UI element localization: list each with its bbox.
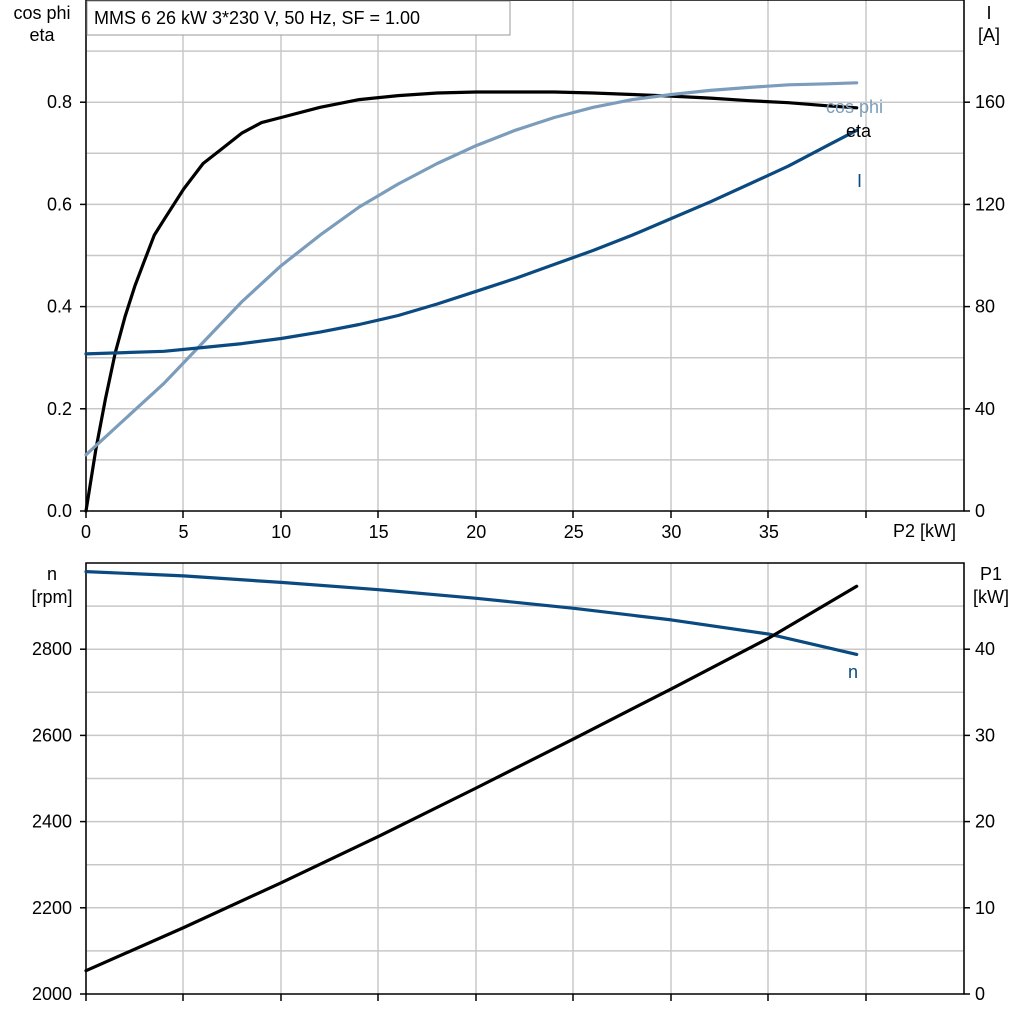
top-x-tick-label: 25 (564, 522, 584, 542)
bottom-curve-p1 (84, 584, 859, 973)
top-x-tick-label: 20 (466, 522, 486, 542)
n-axis-label-line1: n (47, 564, 57, 584)
bottom-curve-n (84, 570, 859, 656)
title-text: MMS 6 26 kW 3*230 V, 50 Hz, SF = 1.00 (94, 8, 420, 28)
bottom-right-tick-label: 20 (975, 812, 995, 832)
top-left-tick-label: 0.8 (47, 92, 72, 112)
x-axis-label: P2 [kW] (893, 521, 956, 541)
top-curve-i (84, 128, 859, 356)
top-x-tick-label: 10 (271, 522, 291, 542)
top-right-tick-label: 80 (975, 297, 995, 317)
bottom-tick-labels: 2000 2200 2400 2600 2800 0 10 20 30 40 (32, 639, 995, 1004)
top-grid (85, 0, 965, 511)
right-axis-label-line1: I (986, 3, 991, 23)
series-label-cos-phi: cos phi (826, 97, 883, 117)
bottom-left-tick-label: 2000 (32, 984, 72, 1004)
p1-axis-label-line1: P1 (980, 564, 1002, 584)
top-tick-labels: 0.0 0.2 0.4 0.6 0.8 0 40 80 120 160 0 5 10 15 20 25 30 35 (47, 92, 1005, 542)
bottom-left-tick-label: 2600 (32, 725, 72, 745)
series-label-i: I (857, 171, 862, 191)
bottom-plot-frame (85, 562, 965, 995)
top-x-tick-label: 5 (179, 522, 189, 542)
bottom-right-tick-label: 30 (975, 725, 995, 745)
top-x-tick-label: 15 (369, 522, 389, 542)
title-box (86, 0, 511, 36)
top-right-tick-label: 160 (975, 92, 1005, 112)
top-ticks (80, 101, 970, 518)
top-left-tick-label: 0.4 (47, 297, 72, 317)
right-axis-label-line2: [A] (978, 25, 1000, 45)
top-x-tick-label: 35 (759, 522, 779, 542)
bottom-panel: 2000 2200 2400 2600 2800 0 10 20 30 40 n [rpm] P1… (31, 562, 1009, 1004)
bottom-grid (85, 563, 965, 994)
bottom-left-tick-label: 2800 (32, 639, 72, 659)
top-plot-frame (85, 0, 965, 512)
top-x-tick-label: 30 (661, 522, 681, 542)
top-left-tick-label: 0.2 (47, 399, 72, 419)
top-series (84, 81, 859, 513)
bottom-right-tick-label: 10 (975, 898, 995, 918)
top-curve-eta (84, 90, 859, 513)
bottom-series (84, 570, 859, 973)
left-axis-label-line2: eta (29, 25, 55, 45)
top-left-tick-label: 0.0 (47, 501, 72, 521)
bottom-left-tick-label: 2200 (32, 898, 72, 918)
p1-axis-label-line2: [kW] (973, 587, 1009, 607)
top-right-tick-label: 0 (975, 501, 985, 521)
top-right-tick-label: 40 (975, 399, 995, 419)
series-label-eta: eta (846, 121, 872, 141)
top-x-tick-label: 0 (81, 522, 91, 542)
series-label-n: n (848, 662, 858, 682)
n-axis-label-line2: [rpm] (31, 587, 72, 607)
top-left-tick-label: 0.6 (47, 194, 72, 214)
left-axis-label-line1: cos phi (13, 3, 70, 23)
bottom-right-tick-label: 0 (975, 984, 985, 1004)
top-curve-cos-phi (84, 81, 859, 457)
bottom-right-tick-label: 40 (975, 639, 995, 659)
bottom-left-tick-label: 2400 (32, 812, 72, 832)
bottom-ticks (80, 648, 970, 1001)
top-right-tick-label: 120 (975, 194, 1005, 214)
top-panel: 0.0 0.2 0.4 0.6 0.8 0 40 80 120 160 0 5 10 15 20 25 30 35… (13, 0, 1005, 542)
